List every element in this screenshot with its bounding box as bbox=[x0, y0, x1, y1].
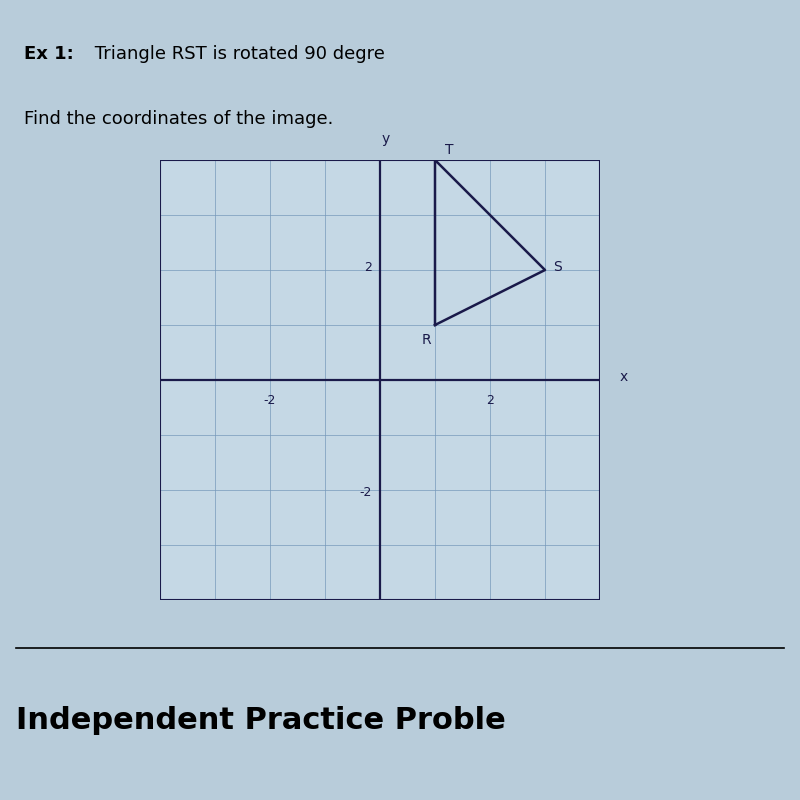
Text: y: y bbox=[382, 132, 390, 146]
Text: S: S bbox=[554, 260, 562, 274]
Text: x: x bbox=[619, 370, 627, 384]
Text: Triangle RST is rotated 90 degre: Triangle RST is rotated 90 degre bbox=[89, 45, 385, 62]
Text: -2: -2 bbox=[359, 486, 372, 499]
Text: Independent Practice Proble: Independent Practice Proble bbox=[16, 706, 506, 735]
Text: R: R bbox=[422, 334, 431, 347]
Text: Ex 1:: Ex 1: bbox=[24, 45, 74, 62]
Text: 2: 2 bbox=[364, 261, 372, 274]
Text: Find the coordinates of the image.: Find the coordinates of the image. bbox=[24, 110, 333, 127]
Text: T: T bbox=[445, 143, 454, 158]
Text: -2: -2 bbox=[264, 394, 276, 406]
Text: 2: 2 bbox=[486, 394, 494, 406]
